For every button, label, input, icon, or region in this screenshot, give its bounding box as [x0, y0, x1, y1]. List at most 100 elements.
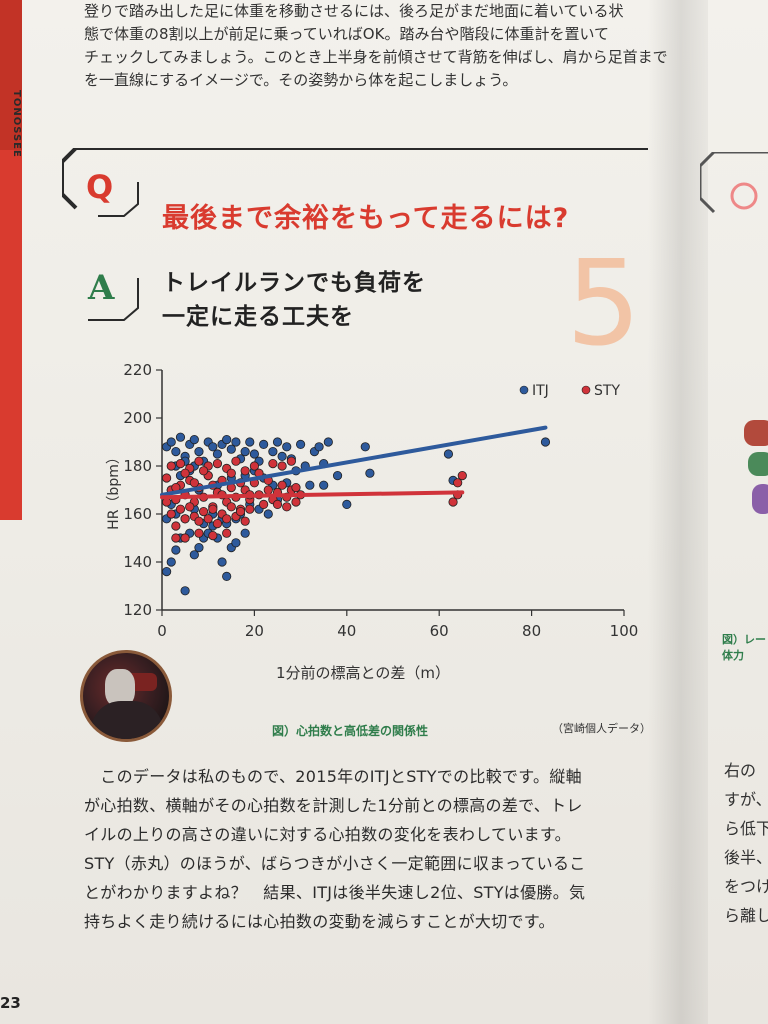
right-page-photo-swatch: [752, 484, 768, 514]
y-tick-label: 160: [123, 505, 152, 523]
data-point-sty: [203, 514, 213, 524]
data-point-itj: [314, 442, 324, 452]
data-point-itj: [217, 557, 227, 567]
data-point-sty: [208, 504, 218, 514]
data-point-sty: [231, 456, 241, 466]
figure-caption: 図）心拍数と高低差の関係性: [272, 724, 429, 738]
data-point-sty: [180, 514, 190, 524]
body-line: イルの上りの高さの違いに対する心拍数の変化を表わしています。: [84, 825, 571, 844]
data-point-sty: [263, 485, 273, 495]
data-point-itj: [282, 442, 292, 452]
figure-source: （宮崎個人データ）: [552, 722, 651, 735]
data-point-sty: [212, 519, 223, 529]
body-line: このデータは私のもので、2015年のITJとSTYでの比較です。縦軸: [84, 767, 582, 786]
legend-marker-sty: [581, 385, 591, 395]
intro-line: チェックしてみましょう。このとき上半身を前傾させて背筋を伸ばし、肩から足首まで: [84, 48, 668, 66]
page-number: 23: [0, 994, 21, 1012]
data-point-sty: [194, 516, 204, 526]
right-text-line: すが、: [724, 790, 768, 809]
data-point-itj: [240, 528, 250, 538]
data-point-itj: [175, 432, 186, 442]
data-point-sty: [291, 483, 301, 493]
data-point-sty: [240, 516, 250, 526]
data-point-sty: [282, 502, 292, 512]
question-frame: [62, 148, 648, 217]
body-line: とがわかりますよね？ 結果、ITJは後半失速し2位、STYは優勝。気: [84, 883, 586, 902]
data-point-itj: [305, 480, 315, 490]
data-point-sty: [175, 459, 186, 469]
y-tick-label: 120: [123, 601, 152, 619]
data-point-sty: [171, 521, 181, 531]
data-point-itj: [194, 543, 204, 553]
page-fold-shadow: [648, 0, 708, 1024]
y-tick-label: 200: [123, 409, 152, 427]
data-point-sty: [166, 461, 176, 471]
x-tick-label: 0: [157, 622, 167, 640]
question-title: 最後まで余裕をもって走るには?: [162, 203, 570, 234]
data-point-itj: [212, 449, 223, 459]
data-point-itj: [240, 447, 250, 457]
data-point-itj: [365, 468, 375, 478]
right-page-question-frame: [700, 152, 768, 214]
data-point-itj: [222, 435, 232, 445]
data-point-itj: [194, 447, 204, 457]
answer-letter: A: [88, 268, 115, 308]
answer-title-line: 一定に走る工夫を: [162, 304, 354, 330]
legend-label-sty: STY: [594, 383, 620, 399]
data-point-itj: [277, 451, 287, 462]
data-point-itj: [540, 437, 551, 447]
answer-title-line: トレイルランでも負荷を: [162, 270, 426, 296]
right-page-text: 右の すが、 ら低下 後半、 をつけ ら離し: [724, 756, 768, 930]
data-point-itj: [171, 545, 181, 555]
intro-line: を一直線にするイメージで。その姿勢から体を起こしましょう。: [84, 71, 518, 89]
x-axis-label: 1分前の標高との差（m）: [276, 664, 450, 682]
right-text-line: をつけ: [724, 877, 768, 896]
x-tick-label: 60: [430, 622, 449, 640]
data-point-itj: [323, 437, 333, 447]
data-point-sty: [222, 514, 232, 524]
data-point-sty: [286, 456, 296, 466]
data-point-sty: [453, 478, 463, 488]
data-point-sty: [235, 507, 246, 517]
body-paragraph: このデータは私のもので、2015年のITJとSTYでの比較です。縦軸 が心拍数、…: [84, 762, 654, 936]
data-point-sty: [212, 459, 223, 469]
data-point-sty: [268, 459, 278, 469]
data-point-itj: [189, 435, 199, 445]
data-point-itj: [231, 538, 241, 548]
right-text-line: 右の: [724, 761, 757, 780]
legend-marker-itj: [519, 385, 529, 395]
data-point-itj: [166, 437, 176, 447]
data-point-sty: [194, 528, 204, 538]
avatar-body: [91, 701, 163, 739]
data-point-sty: [259, 499, 269, 509]
data-point-itj: [319, 480, 329, 490]
data-point-sty: [249, 461, 259, 471]
data-point-sty: [185, 502, 195, 512]
intro-line: 態で体重の8割以上が前足に乗っていればOK。踏み台や階段に体重計を置いて: [84, 25, 609, 43]
data-point-sty: [171, 533, 181, 543]
data-point-sty: [222, 528, 232, 538]
data-point-itj: [268, 447, 278, 457]
data-point-sty: [208, 531, 218, 541]
data-point-itj: [245, 437, 255, 447]
right-text-line: ら低下: [724, 819, 768, 838]
right-page-photo-swatch: [748, 452, 768, 476]
data-point-sty: [166, 509, 176, 519]
trend-line-itj: [160, 425, 548, 497]
data-point-sty: [448, 497, 458, 507]
data-point-itj: [443, 449, 454, 459]
data-point-itj: [272, 437, 283, 447]
data-point-sty: [180, 468, 190, 478]
right-caption-line: 図）レー: [722, 633, 766, 646]
data-point-itj: [296, 439, 306, 450]
section-number: 5: [566, 234, 642, 372]
author-avatar: [80, 650, 172, 742]
x-tick-label: 20: [245, 622, 264, 640]
data-point-sty: [226, 468, 236, 478]
side-label: TONOSSEE: [11, 90, 22, 158]
trend-line-sty: [160, 490, 465, 500]
data-point-itj: [263, 509, 273, 519]
intro-line: 登りで踏み出した足に体重を移動させるには、後ろ足がまだ地面に着いている状: [84, 2, 624, 20]
data-point-itj: [171, 447, 181, 457]
